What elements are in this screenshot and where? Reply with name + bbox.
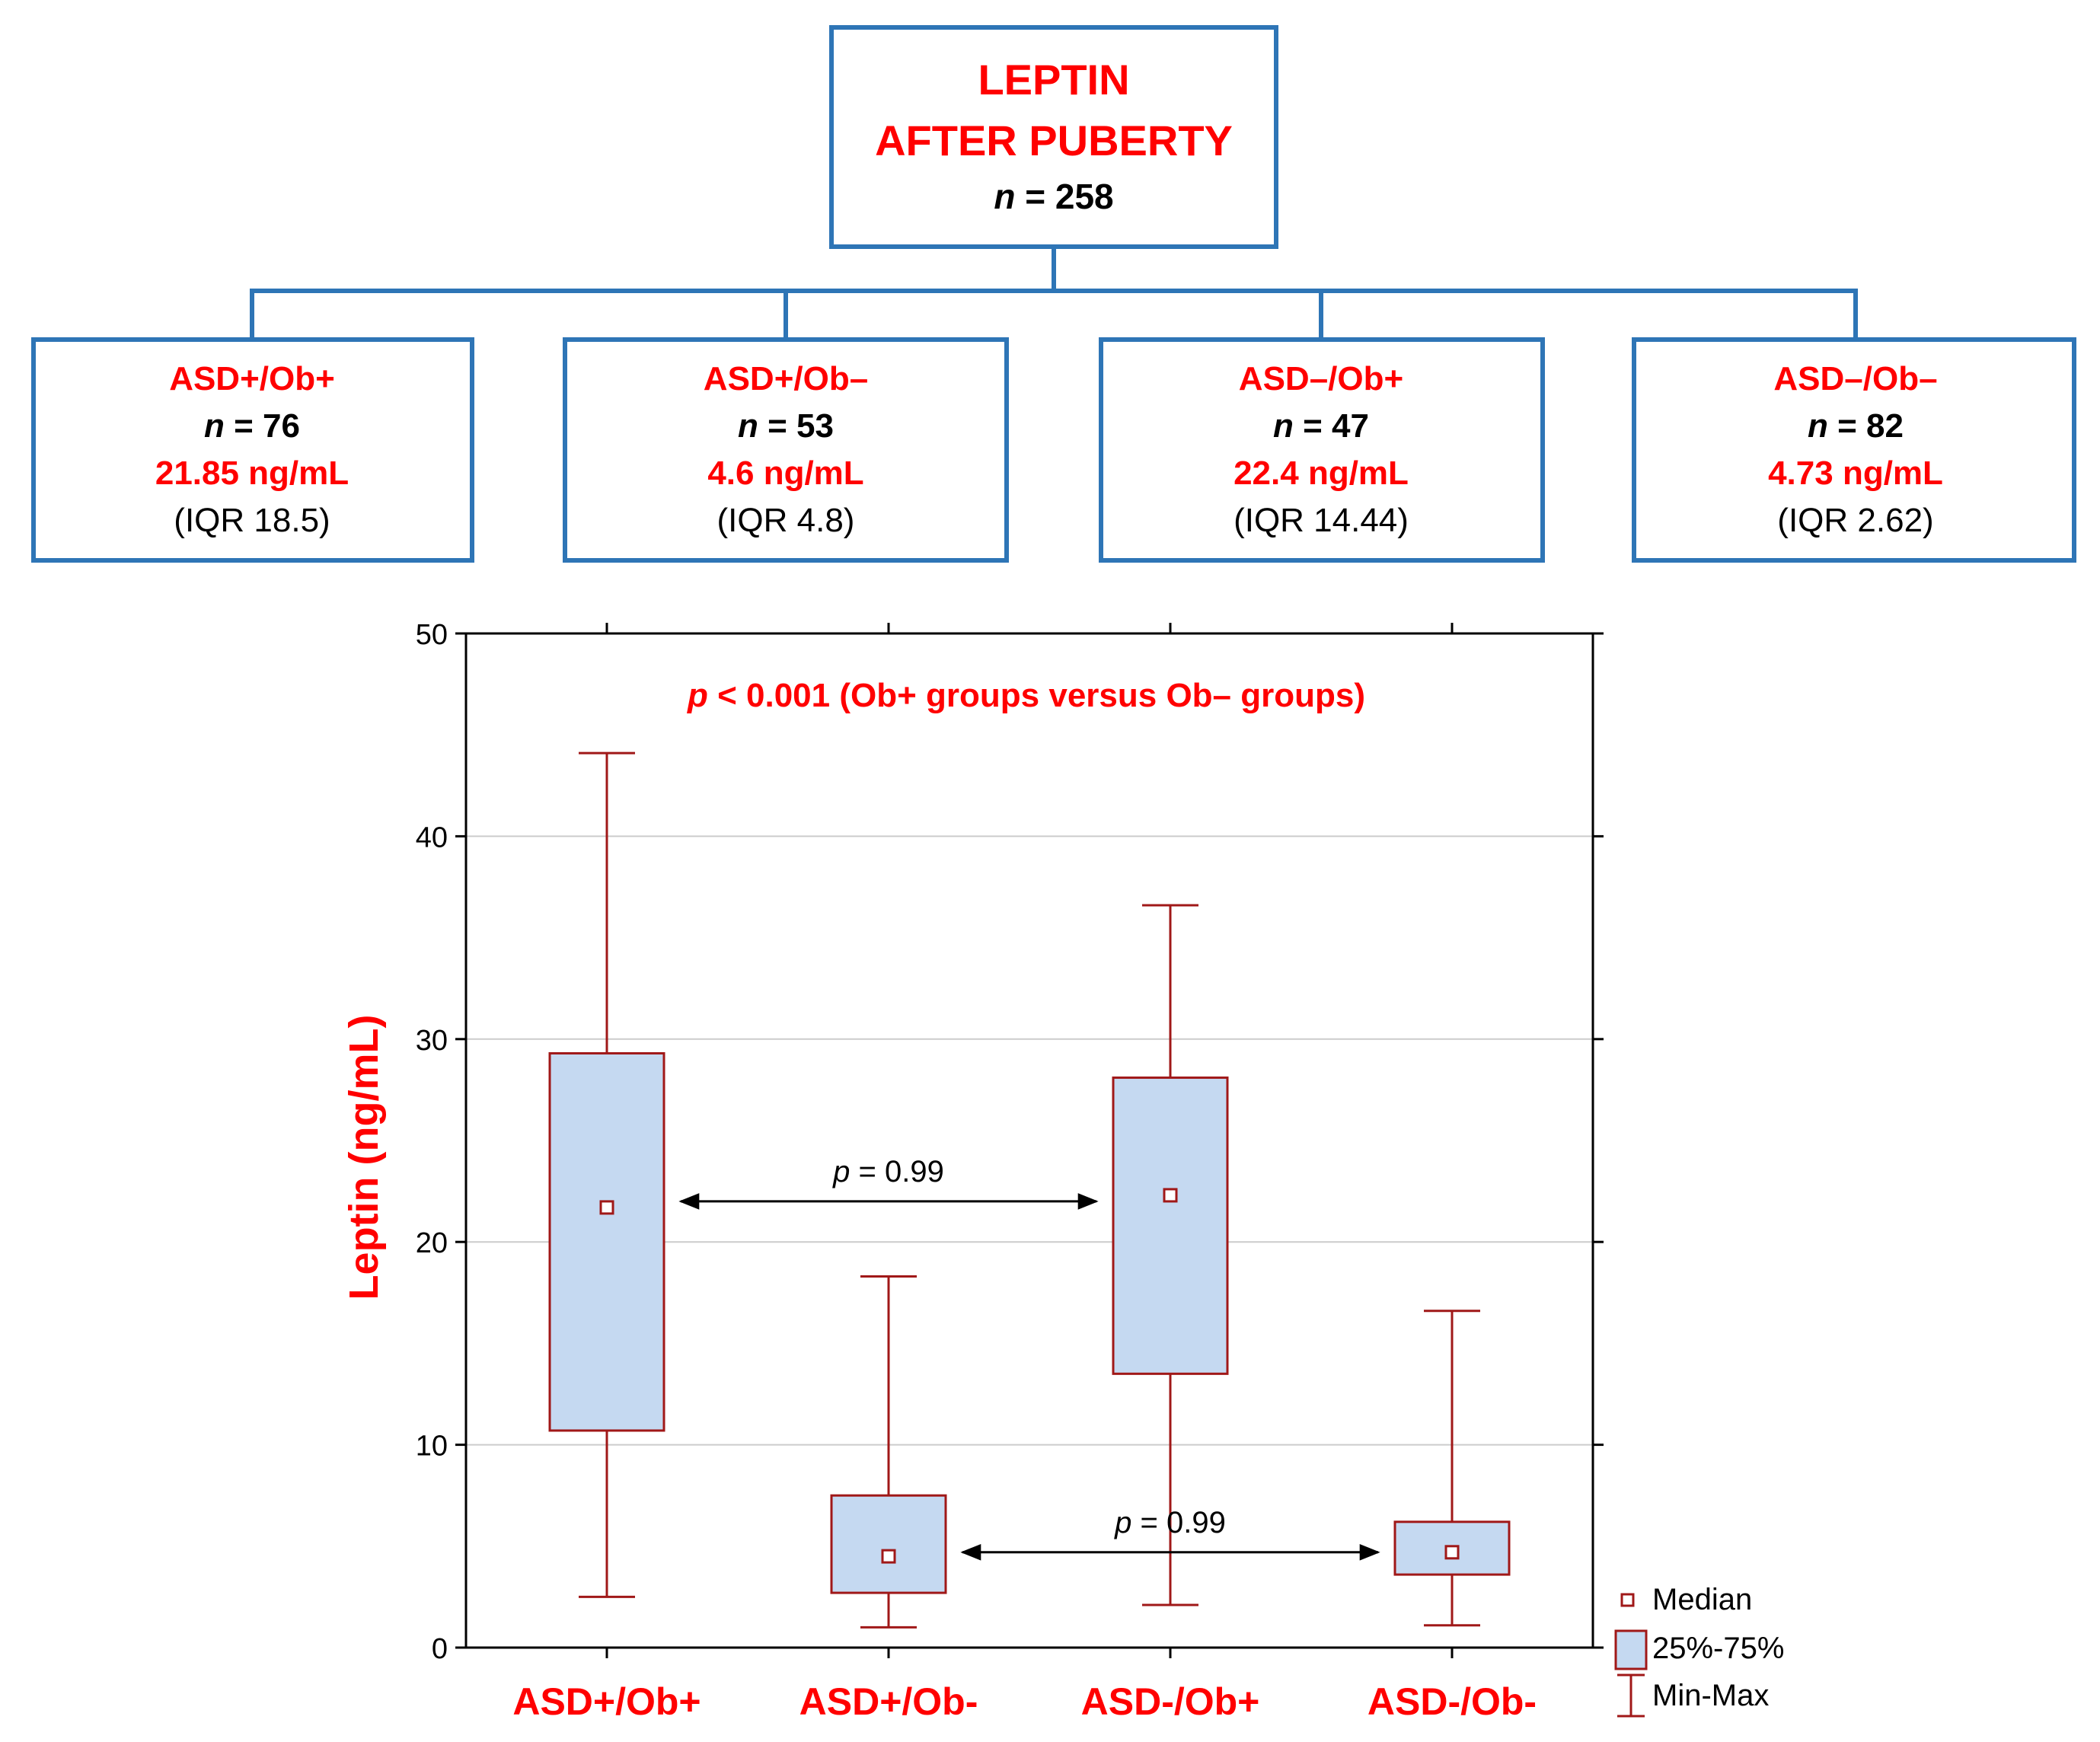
group-iqr: (IQR 18.5) (174, 502, 330, 539)
group-name: ASD–/Ob+ (1239, 360, 1403, 397)
y-tick-label: 40 (416, 822, 448, 853)
legend-box-icon (1614, 1629, 1648, 1670)
x-tick-label: ASD-/Ob- (1368, 1680, 1537, 1723)
legend: Median 25%-75% Min-Max (1614, 1583, 1784, 1718)
group-box-3: ASD–/Ob+ n = 47 22.4 ng/mL (IQR 14.44) (1099, 337, 1545, 563)
iqr-box (548, 1051, 665, 1432)
group-name: ASD+/Ob+ (169, 360, 335, 397)
x-tick-label: ASD+/Ob+ (512, 1680, 701, 1723)
x-tick-label: ASD-/Ob+ (1081, 1680, 1260, 1723)
group-median: 21.85 ng/mL (155, 455, 349, 492)
y-tick-label: 0 (432, 1633, 448, 1665)
root-n-value: = 258 (1015, 177, 1113, 216)
median-marker (881, 1549, 896, 1564)
legend-whisker-icon (1617, 1673, 1645, 1718)
group-n: n = 53 (738, 407, 834, 445)
main-p-annotation: p < 0.001 (Ob+ groups versus Ob– groups) (687, 677, 1365, 714)
legend-median-label: Median (1652, 1583, 1752, 1616)
group-median: 22.4 ng/mL (1234, 455, 1409, 492)
x-tick-label: ASD+/Ob- (799, 1680, 978, 1723)
median-marker (1444, 1545, 1460, 1560)
y-tick-label: 10 (416, 1431, 448, 1463)
plot-frame (464, 632, 1594, 1649)
group-n: n = 47 (1273, 407, 1369, 445)
root-n-italic: n (994, 177, 1015, 216)
y-tick-label: 20 (416, 1227, 448, 1259)
root-n: n = 258 (994, 177, 1113, 216)
iqr-box (830, 1494, 947, 1594)
group-box-2: ASD+/Ob– n = 53 4.6 ng/mL (IQR 4.8) (563, 337, 1009, 563)
comparison-p-label: p = 0.99 (1114, 1506, 1226, 1539)
comparison-p-label: p = 0.99 (832, 1155, 944, 1188)
root-box (829, 25, 1278, 249)
root-title-line2: AFTER PUBERTY (875, 116, 1233, 164)
group-iqr: (IQR 14.44) (1234, 502, 1409, 539)
group-median: 4.6 ng/mL (707, 455, 863, 492)
group-n: n = 76 (204, 407, 300, 445)
connector-lines (250, 247, 1858, 340)
group-box-4: ASD–/Ob– n = 82 4.73 ng/mL (IQR 2.62) (1632, 337, 2076, 563)
median-marker (599, 1200, 614, 1215)
median-marker (1163, 1188, 1178, 1203)
y-axis-label: Leptin (ng/mL) (341, 1015, 387, 1300)
group-name: ASD–/Ob– (1773, 360, 1937, 397)
iqr-box (1393, 1520, 1511, 1576)
iqr-box (1112, 1076, 1229, 1375)
tree-diagram: LEPTIN AFTER PUBERTY n = 258 ASD+/Ob+ n … (31, 25, 2076, 563)
y-tick-label: 50 (416, 619, 448, 651)
group-n: n = 82 (1808, 407, 1904, 445)
legend-whisker-label: Min-Max (1652, 1679, 1769, 1712)
group-name: ASD+/Ob– (704, 360, 868, 397)
group-median: 4.73 ng/mL (1768, 455, 1943, 492)
group-box-1: ASD+/Ob+ n = 76 21.85 ng/mL (IQR 18.5) (31, 337, 474, 563)
group-iqr: (IQR 4.8) (717, 502, 855, 539)
group-iqr: (IQR 2.62) (1777, 502, 1933, 539)
legend-box-label: 25%-75% (1652, 1632, 1784, 1665)
legend-median-icon (1620, 1593, 1635, 1607)
root-title-line1: LEPTIN (978, 56, 1129, 104)
y-tick-label: 30 (416, 1025, 448, 1057)
box-plot: 0 10 20 30 40 50 ASD+/Ob+ ASD+/Ob- ASD-/Ob+ ASD-/… (416, 619, 1604, 1723)
